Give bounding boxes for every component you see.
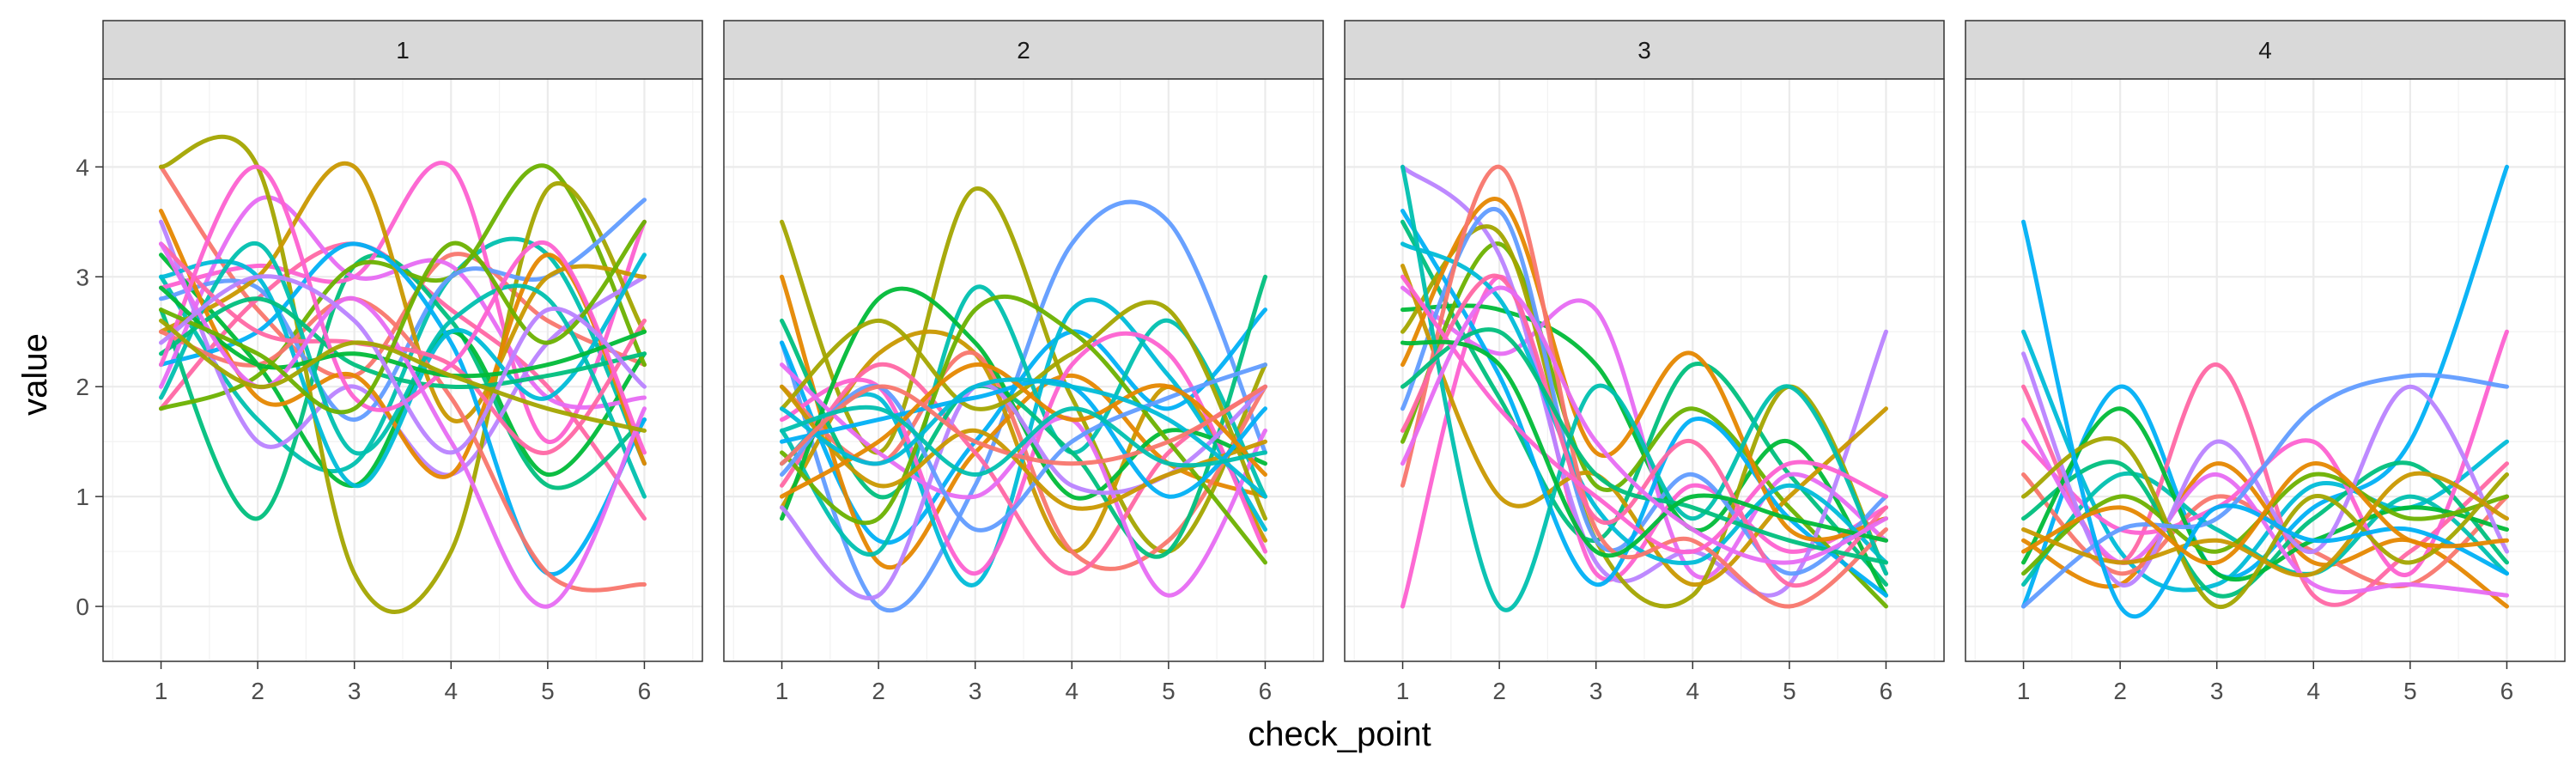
x-tick-label: 2 (1492, 678, 1506, 704)
series-line (1400, 224, 1888, 609)
series-line (2021, 436, 2509, 609)
y-tick-label: 2 (76, 374, 89, 400)
panel-border (1344, 78, 1945, 662)
series-line (2021, 406, 2509, 582)
series-line (159, 241, 647, 455)
series-line (780, 405, 1267, 477)
series-line (2021, 461, 2509, 566)
series-line (780, 297, 1267, 587)
panel-strip-label: 3 (1637, 37, 1651, 64)
series-line (1400, 219, 1888, 587)
panels-layer: 1 1 2 3 4 5 6 0 1 2 3 4 2 1 2 3 4 5 6 3 1 2 3 4 5 6 4 1 2 3 4 5 6 (76, 20, 2566, 704)
panel-strip (1344, 20, 1945, 80)
series-line (159, 241, 647, 499)
panel-2: 2 1 2 3 4 5 6 (723, 20, 1324, 704)
series-line (780, 384, 1267, 466)
x-tick-label: 6 (1259, 678, 1273, 704)
series-line (2021, 219, 2509, 618)
x-tick-label: 3 (969, 678, 982, 704)
x-tick-label: 6 (2500, 678, 2514, 704)
panel-strip (1965, 20, 2566, 80)
panel-1: 1 1 2 3 4 5 6 0 1 2 3 4 (76, 20, 703, 704)
series-line (159, 318, 647, 433)
series-line (1400, 285, 1888, 580)
x-tick-label: 1 (155, 678, 168, 704)
series-line (780, 362, 1267, 499)
x-tick-label: 5 (1783, 678, 1796, 704)
series-line (1400, 327, 1888, 565)
series-line (159, 285, 647, 379)
x-tick-label: 3 (348, 678, 361, 704)
panel-strip (102, 20, 703, 80)
panel-border (1965, 78, 2566, 662)
panel-strip (723, 20, 1324, 80)
x-tick-label: 2 (2113, 678, 2127, 704)
series-line (1400, 164, 1888, 612)
x-tick-label: 4 (1066, 678, 1079, 704)
series-line (780, 362, 1267, 533)
series-line (1400, 273, 1888, 588)
x-tick-label: 5 (1162, 678, 1176, 704)
series-line (159, 241, 647, 609)
y-tick-label: 3 (76, 264, 89, 290)
panel-border (723, 78, 1324, 662)
x-tick-label: 2 (872, 678, 885, 704)
x-tick-label: 6 (638, 678, 652, 704)
series-line (780, 362, 1267, 576)
x-tick-label: 5 (2403, 678, 2417, 704)
panel-4: 4 1 2 3 4 5 6 (1965, 20, 2566, 704)
series-line (780, 362, 1267, 598)
panel-strip-label: 4 (2258, 37, 2272, 64)
y-tick-label: 4 (76, 154, 89, 180)
series-line (1400, 274, 1888, 555)
series-line (159, 164, 647, 455)
series-line (1400, 339, 1888, 558)
x-tick-label: 3 (2210, 678, 2224, 704)
panel-3: 3 1 2 3 4 5 6 (1344, 20, 1945, 704)
series-line (2021, 471, 2509, 578)
series-line (159, 236, 647, 474)
x-tick-label: 4 (1686, 678, 1700, 704)
panel-border (102, 78, 703, 662)
series-line (159, 274, 647, 455)
series-line (2021, 373, 2509, 609)
series-line (1400, 285, 1888, 565)
y-tick-label: 0 (76, 593, 89, 620)
series-line (780, 284, 1267, 557)
series-line (2021, 329, 2509, 578)
x-tick-label: 1 (2017, 678, 2031, 704)
panel-strip-label: 1 (396, 37, 410, 64)
x-tick-label: 5 (541, 678, 555, 704)
series-line (780, 294, 1267, 565)
series-line (1400, 303, 1888, 598)
series-line (159, 219, 647, 415)
series-line (2021, 164, 2509, 609)
y-axis-title: value (16, 333, 54, 416)
series-line (780, 274, 1267, 559)
panel-strip-label: 2 (1017, 37, 1030, 64)
x-tick-label: 1 (1396, 678, 1410, 704)
x-tick-label: 2 (251, 678, 264, 704)
x-tick-label: 3 (1589, 678, 1603, 704)
x-tick-label: 1 (775, 678, 789, 704)
y-tick-label: 1 (76, 484, 89, 510)
series-line (1400, 197, 1888, 542)
x-tick-label: 4 (445, 678, 459, 704)
x-tick-label: 4 (2307, 678, 2321, 704)
x-tick-label: 6 (1880, 678, 1893, 704)
x-axis-title: check_point (1248, 715, 1431, 753)
series-line (1400, 164, 1888, 609)
